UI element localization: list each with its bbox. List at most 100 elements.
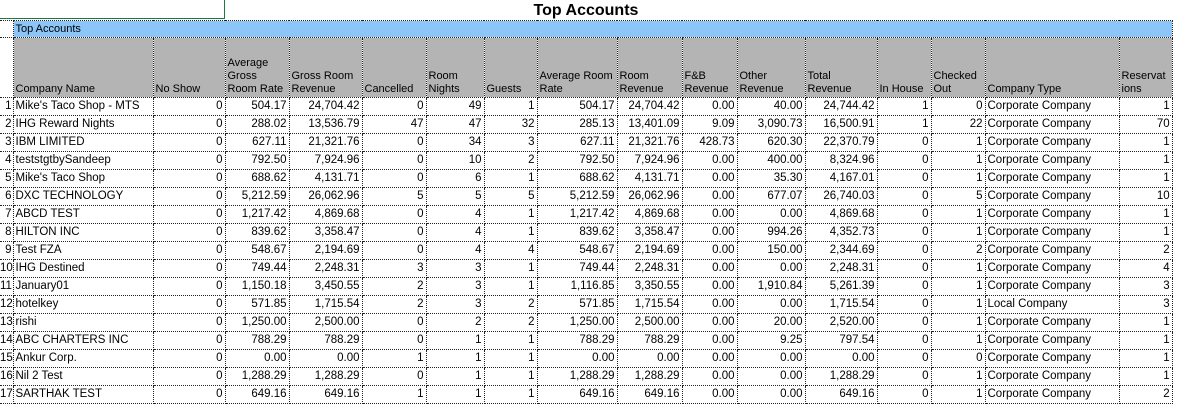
- table-cell[interactable]: 2: [1118, 385, 1173, 404]
- row-number[interactable]: 15: [0, 349, 14, 368]
- table-cell[interactable]: 10: [425, 151, 485, 170]
- table-cell[interactable]: 620.30: [736, 133, 806, 152]
- table-cell[interactable]: 3: [425, 277, 485, 296]
- table-cell[interactable]: DXC TECHNOLOGY: [12, 187, 154, 206]
- row-number[interactable]: 2: [0, 115, 14, 134]
- table-cell[interactable]: 1: [930, 259, 986, 278]
- table-cell[interactable]: Corporate Company: [984, 349, 1120, 368]
- table-cell[interactable]: 1: [483, 367, 538, 386]
- table-cell[interactable]: 0: [152, 151, 226, 170]
- table-cell[interactable]: 21,321.76: [288, 133, 363, 152]
- table-cell[interactable]: 0.00: [681, 223, 738, 242]
- table-cell[interactable]: 5,212.59: [536, 187, 618, 206]
- table-cell[interactable]: 1,288.29: [536, 367, 618, 386]
- table-cell[interactable]: Ankur Corp.: [12, 349, 154, 368]
- table-cell[interactable]: 0.00: [736, 385, 806, 404]
- table-cell[interactable]: 1,150.18: [224, 277, 290, 296]
- table-cell[interactable]: 2,194.69: [616, 241, 683, 260]
- table-cell[interactable]: 1,288.29: [224, 367, 290, 386]
- table-cell[interactable]: 0: [876, 205, 932, 224]
- table-cell[interactable]: 3,358.47: [616, 223, 683, 242]
- row-number[interactable]: 5: [0, 169, 14, 188]
- table-cell[interactable]: 70: [1118, 115, 1173, 134]
- table-cell[interactable]: 0.00: [681, 169, 738, 188]
- table-cell[interactable]: 1: [1118, 205, 1173, 224]
- table-cell[interactable]: 35.30: [736, 169, 806, 188]
- table-cell[interactable]: 21,321.76: [616, 133, 683, 152]
- column-header[interactable]: Reservat ions: [1118, 37, 1173, 98]
- table-cell[interactable]: teststgtbySandeep: [12, 151, 154, 170]
- table-cell[interactable]: 0: [876, 259, 932, 278]
- column-header[interactable]: In House: [876, 37, 932, 98]
- table-cell[interactable]: 0: [876, 331, 932, 350]
- table-cell[interactable]: 0: [876, 133, 932, 152]
- table-cell[interactable]: 1: [483, 223, 538, 242]
- row-number[interactable]: 3: [0, 133, 14, 152]
- table-cell[interactable]: 5: [425, 187, 485, 206]
- table-cell[interactable]: 1: [930, 277, 986, 296]
- table-cell[interactable]: 22: [930, 115, 986, 134]
- table-cell[interactable]: 1: [1118, 169, 1173, 188]
- table-cell[interactable]: 9.09: [681, 115, 738, 134]
- table-cell[interactable]: 1: [483, 259, 538, 278]
- table-cell[interactable]: 2,248.31: [804, 259, 878, 278]
- table-cell[interactable]: Corporate Company: [984, 385, 1120, 404]
- table-cell[interactable]: 0.00: [681, 385, 738, 404]
- table-cell[interactable]: 4,131.71: [288, 169, 363, 188]
- table-cell[interactable]: 1,715.54: [616, 295, 683, 314]
- table-cell[interactable]: Corporate Company: [984, 169, 1120, 188]
- table-cell[interactable]: 0: [361, 97, 427, 116]
- table-cell[interactable]: 0: [361, 313, 427, 332]
- table-cell[interactable]: 4: [1118, 259, 1173, 278]
- row-number[interactable]: 13: [0, 313, 14, 332]
- table-cell[interactable]: 1,288.29: [288, 367, 363, 386]
- table-cell[interactable]: 1,910.84: [736, 277, 806, 296]
- table-cell[interactable]: 3: [1118, 295, 1173, 314]
- table-cell[interactable]: 1,288.29: [804, 367, 878, 386]
- cell[interactable]: [0, 37, 14, 98]
- table-cell[interactable]: 0: [876, 385, 932, 404]
- table-cell[interactable]: IHG Destined: [12, 259, 154, 278]
- table-cell[interactable]: 1: [425, 385, 485, 404]
- table-cell[interactable]: 2,248.31: [616, 259, 683, 278]
- table-cell[interactable]: 0: [361, 133, 427, 152]
- table-cell[interactable]: 0: [152, 277, 226, 296]
- table-cell[interactable]: 1: [483, 205, 538, 224]
- table-cell[interactable]: 504.17: [536, 97, 618, 116]
- table-cell[interactable]: 3: [425, 295, 485, 314]
- column-header[interactable]: Other Revenue: [736, 37, 806, 98]
- table-cell[interactable]: 0: [152, 169, 226, 188]
- table-cell[interactable]: 0.00: [804, 349, 878, 368]
- table-cell[interactable]: ABCD TEST: [12, 205, 154, 224]
- table-cell[interactable]: Corporate Company: [984, 205, 1120, 224]
- table-cell[interactable]: 994.26: [736, 223, 806, 242]
- row-number[interactable]: 17: [0, 385, 14, 404]
- table-cell[interactable]: 1: [425, 349, 485, 368]
- table-cell[interactable]: Corporate Company: [984, 187, 1120, 206]
- row-number[interactable]: 9: [0, 241, 14, 260]
- table-cell[interactable]: 2: [483, 151, 538, 170]
- table-cell[interactable]: 0: [152, 259, 226, 278]
- table-cell[interactable]: 2,194.69: [288, 241, 363, 260]
- table-cell[interactable]: 0: [876, 241, 932, 260]
- table-cell[interactable]: 504.17: [224, 97, 290, 116]
- table-cell[interactable]: 571.85: [536, 295, 618, 314]
- table-cell[interactable]: 1: [876, 97, 932, 116]
- table-cell[interactable]: 2: [361, 277, 427, 296]
- table-cell[interactable]: 2: [361, 295, 427, 314]
- column-header[interactable]: Gross Room Revenue: [288, 37, 363, 98]
- table-cell[interactable]: Test FZA: [12, 241, 154, 260]
- table-cell[interactable]: 1: [1118, 367, 1173, 386]
- table-cell[interactable]: Corporate Company: [984, 241, 1120, 260]
- table-cell[interactable]: 1: [930, 151, 986, 170]
- table-cell[interactable]: 6: [425, 169, 485, 188]
- table-cell[interactable]: hotelkey: [12, 295, 154, 314]
- table-cell[interactable]: 0.00: [288, 349, 363, 368]
- table-cell[interactable]: 1: [361, 349, 427, 368]
- table-cell[interactable]: 4,869.68: [804, 205, 878, 224]
- table-cell[interactable]: 788.29: [616, 331, 683, 350]
- table-cell[interactable]: 0.00: [224, 349, 290, 368]
- table-cell[interactable]: 0.00: [681, 241, 738, 260]
- table-cell[interactable]: 0: [361, 205, 427, 224]
- table-cell[interactable]: Mike's Taco Shop - MTS: [12, 97, 154, 116]
